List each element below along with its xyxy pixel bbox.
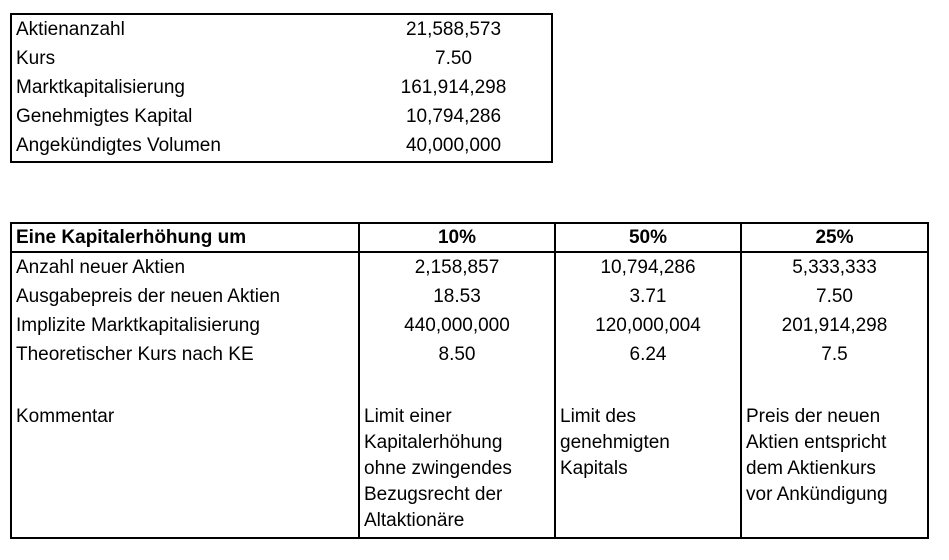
cell-empty-50pct[interactable] xyxy=(556,369,742,398)
cell-marktkapitalisierung-label[interactable]: Marktkapitalisierung xyxy=(16,76,185,98)
summary-row-genehmigtes-kapital: Genehmigtes Kapital 10,794,286 xyxy=(12,102,551,131)
cell-kurs-value[interactable]: 7.50 xyxy=(435,47,472,69)
cell-anzahl-neuer-aktien-25pct[interactable]: 5,333,333 xyxy=(792,256,877,278)
cell-aktienanzahl-label[interactable]: Aktienanzahl xyxy=(16,18,125,40)
cell-ausgabepreis-50pct[interactable]: 3.71 xyxy=(556,282,742,311)
summary-row-aktienanzahl: Aktienanzahl 21,588,573 xyxy=(12,15,551,44)
cell-aktienanzahl-value[interactable]: 21,588,573 xyxy=(405,18,502,40)
cell-anzahl-neuer-aktien-50pct[interactable]: 10,794,286 xyxy=(556,253,742,282)
summary-table: Aktienanzahl 21,588,573 Kurs 7.50 Marktk… xyxy=(10,13,553,163)
cell-theoretischer-kurs-10pct[interactable]: 8.50 xyxy=(360,340,556,369)
cell-genehmigtes-kapital-value[interactable]: 10,794,286 xyxy=(405,105,502,127)
cell-theoretischer-kurs-50pct[interactable]: 6.24 xyxy=(556,340,742,369)
cell-anzahl-neuer-aktien-label[interactable]: Anzahl neuer Aktien xyxy=(12,253,360,282)
cell-theoretischer-kurs-label[interactable]: Theoretischer Kurs nach KE xyxy=(12,340,360,369)
cell-kurs-label[interactable]: Kurs xyxy=(16,47,56,69)
cell-header-25pct[interactable]: 25% xyxy=(742,224,927,253)
cell-genehmigtes-kapital-label[interactable]: Genehmigtes Kapital xyxy=(16,105,193,127)
cell-implizite-mk-10pct[interactable]: 440,000,000 xyxy=(360,311,556,340)
cell-anzahl-neuer-aktien-10pct[interactable]: 2,158,857 xyxy=(360,253,556,282)
cell-header-label[interactable]: Eine Kapitalerhöhung um xyxy=(12,224,360,253)
cell-theoretischer-kurs-25pct[interactable]: 7.5 xyxy=(821,343,848,365)
summary-row-marktkapitalisierung: Marktkapitalisierung 161,914,298 xyxy=(12,73,551,102)
cell-kommentar-10pct[interactable]: Limit einer Kapitalerhöhung ohne zwingen… xyxy=(360,398,556,537)
cell-angekuendigtes-volumen-value[interactable]: 40,000,000 xyxy=(405,134,502,156)
cell-kommentar-label[interactable]: Kommentar xyxy=(12,398,360,537)
cell-empty-25pct[interactable] xyxy=(742,369,927,398)
cell-ausgabepreis-label[interactable]: Ausgabepreis der neuen Aktien xyxy=(12,282,360,311)
cell-implizite-mk-50pct[interactable]: 120,000,004 xyxy=(556,311,742,340)
cell-marktkapitalisierung-value[interactable]: 161,914,298 xyxy=(400,76,507,98)
scenario-table: Eine Kapitalerhöhung um 10% 50% 25% Anza… xyxy=(10,222,929,539)
cell-header-50pct[interactable]: 50% xyxy=(556,224,742,253)
cell-empty-label[interactable] xyxy=(12,369,360,398)
cell-empty-10pct[interactable] xyxy=(360,369,556,398)
summary-row-kurs: Kurs 7.50 xyxy=(12,44,551,73)
cell-kommentar-50pct[interactable]: Limit des genehmigten Kapitals xyxy=(556,398,742,537)
cell-implizite-mk-label[interactable]: Implizite Marktkapitalisierung xyxy=(12,311,360,340)
cell-header-10pct[interactable]: 10% xyxy=(360,224,556,253)
cell-ausgabepreis-25pct[interactable]: 7.50 xyxy=(816,285,853,307)
cell-ausgabepreis-10pct[interactable]: 18.53 xyxy=(360,282,556,311)
cell-kommentar-25pct[interactable]: Preis der neuen Aktien entspricht dem Ak… xyxy=(746,406,888,505)
summary-row-angekuendigtes-volumen: Angekündigtes Volumen 40,000,000 xyxy=(12,131,551,160)
cell-angekuendigtes-volumen-label[interactable]: Angekündigtes Volumen xyxy=(16,134,221,156)
cell-implizite-mk-25pct[interactable]: 201,914,298 xyxy=(781,314,888,336)
